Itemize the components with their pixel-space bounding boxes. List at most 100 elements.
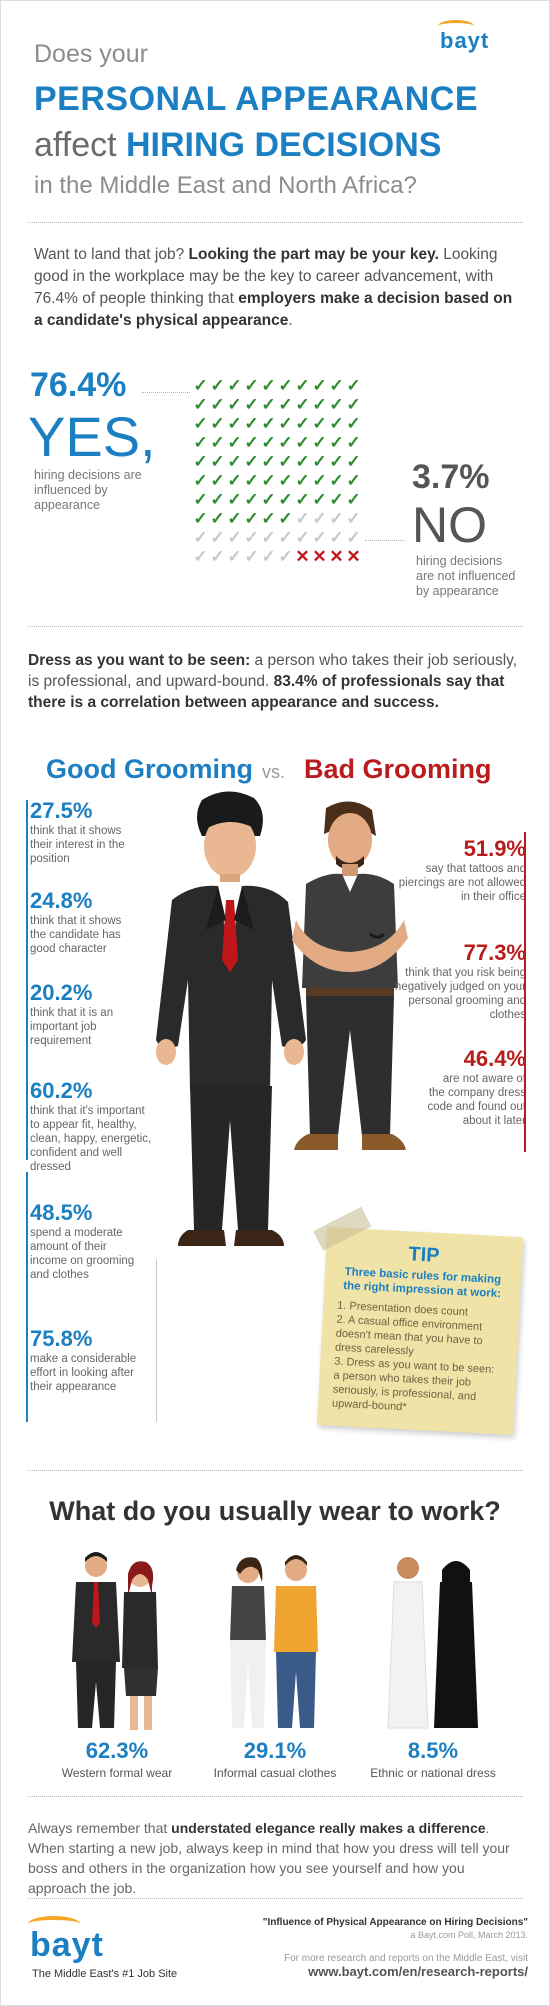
good-stat-pct: 20.2%: [30, 980, 93, 1005]
good-stat-text: think that it's important to appear fit,…: [30, 1105, 152, 1173]
check-icon: ✓: [227, 509, 242, 528]
vote-grid-row: ✓ ✓ ✓ ✓ ✓ ✓ ✓ ✓ ✓ ✓: [192, 509, 362, 528]
check-icon: ✓: [210, 376, 225, 395]
good-stat: 27.5% think that it shows their interest…: [30, 798, 138, 866]
wear-pct: 8.5%: [407, 1738, 459, 1763]
bad-stat-pct: 77.3%: [463, 940, 526, 965]
check-icon: ✓: [244, 414, 259, 433]
bad-stats-bar: [524, 832, 526, 1152]
good-grooming-man-illustration: [156, 791, 306, 1246]
divider: [28, 1470, 523, 1471]
check-icon: ✓: [244, 490, 259, 509]
check-icon: ✓: [329, 395, 344, 414]
wear-item: 29.1% Informal casual clothes: [200, 1738, 350, 1780]
neutral-check-icon: ✓: [346, 509, 361, 528]
intro-text-end: .: [288, 312, 293, 329]
wear-title: What do you usually wear to work?: [49, 1496, 501, 1526]
vote-grid: ✓ ✓ ✓ ✓ ✓ ✓ ✓ ✓ ✓ ✓ ✓ ✓ ✓ ✓ ✓ ✓ ✓ ✓ ✓ ✓ ✓ ✓ ✓ ✓ ✓ ✓ ✓ ✓ ✓ ✓ ✓ ✓ ✓ ✓ ✓ ✓ ✓ ✓ ✓ ✓…: [192, 376, 362, 566]
no-connector-line: [365, 540, 405, 541]
divider: [28, 626, 523, 627]
check-icon: ✓: [210, 490, 225, 509]
bad-grooming-man-illustration: [292, 801, 408, 1150]
dress-paragraph: Dress as you want to be seen: a person w…: [28, 650, 523, 713]
good-stat-pct: 27.5%: [30, 798, 93, 823]
check-icon: ✓: [312, 490, 327, 509]
vote-grid-row: ✓ ✓ ✓ ✓ ✓ ✓ ✓ ✓ ✓ ✓: [192, 490, 362, 509]
check-icon: ✓: [295, 490, 310, 509]
check-icon: ✓: [210, 395, 225, 414]
check-icon: ✓: [227, 433, 242, 452]
check-icon: ✓: [193, 433, 208, 452]
good-stat: 75.8% make a considerable effort in look…: [30, 1326, 138, 1394]
dress-bold-lead: Dress as you want to be seen:: [28, 652, 251, 669]
bad-stat: 46.4% are not aware of the company dress…: [386, 1046, 526, 1128]
source-block: "Influence of Physical Appearance on Hir…: [228, 1916, 528, 1978]
casual-wear-couple-illustration: [230, 1555, 318, 1728]
check-icon: ✓: [329, 414, 344, 433]
logo-arc-icon: [438, 20, 474, 32]
check-icon: ✓: [346, 471, 361, 490]
source-url-link[interactable]: www.bayt.com/en/research-reports/: [308, 1964, 528, 1979]
check-icon: ✓: [312, 452, 327, 471]
check-icon: ✓: [244, 395, 259, 414]
intro-paragraph: Want to land that job? Looking the part …: [34, 244, 524, 332]
good-stat-text: spend a moderate amount of their income …: [30, 1227, 135, 1281]
check-icon: ✓: [193, 490, 208, 509]
check-icon: ✓: [244, 471, 259, 490]
neutral-check-icon: ✓: [227, 528, 242, 547]
yes-connector-line: [142, 392, 190, 393]
logo-wordmark: bayt: [440, 28, 490, 53]
title-line-3-bold: HIRING DECISIONS: [126, 126, 442, 164]
divider: [28, 1898, 523, 1899]
dress-text: a person who takes their job seriously, …: [28, 652, 518, 690]
check-icon: ✓: [193, 395, 208, 414]
neutral-check-icon: ✓: [193, 547, 208, 566]
good-stats-guide: [156, 1260, 157, 1422]
intro-bold-1: Looking the part may be your key.: [188, 246, 439, 263]
check-icon: ✓: [312, 433, 327, 452]
title-line-4: in the Middle East and North Africa?: [34, 172, 417, 199]
wear-label: Western formal wear: [61, 1766, 173, 1780]
bayt-footer-logo[interactable]: bayt The Middle East's #1 Job Site: [26, 1914, 186, 1980]
neutral-check-icon: ✓: [210, 547, 225, 566]
wear-label: Informal casual clothes: [213, 1766, 337, 1780]
tip-note: TIP Three basic rules for making the rig…: [313, 1206, 524, 1435]
bad-stat: 51.9% say that tattoos and piercings are…: [386, 836, 526, 904]
divider: [28, 222, 523, 223]
check-icon: ✓: [278, 433, 293, 452]
check-icon: ✓: [346, 414, 361, 433]
check-icon: ✓: [244, 452, 259, 471]
check-icon: ✓: [346, 376, 361, 395]
bayt-logo[interactable]: bayt: [438, 20, 528, 54]
vote-grid-row: ✓ ✓ ✓ ✓ ✓ ✓ ✓ ✓ ✓ ✓: [192, 414, 362, 433]
good-stat-text: think that it shows their interest in th…: [30, 825, 125, 865]
yes-description: hiring decisions are influenced by appea…: [34, 468, 142, 512]
good-stat-pct: 60.2%: [30, 1078, 93, 1103]
x-icon: ✕: [346, 547, 361, 566]
wear-pct: 62.3%: [85, 1738, 149, 1763]
bad-stat-text: say that tattoos and piercings are not a…: [398, 863, 526, 903]
formal-wear-couple-illustration: [72, 1552, 158, 1730]
neutral-check-icon: ✓: [261, 528, 276, 547]
good-stat-text: think that it is an important job requir…: [30, 1007, 114, 1047]
bad-stat: 77.3% think that you risk being negative…: [386, 940, 526, 1022]
check-icon: ✓: [227, 395, 242, 414]
vs-label: vs.: [262, 762, 286, 782]
check-icon: ✓: [312, 376, 327, 395]
check-icon: ✓: [193, 376, 208, 395]
check-icon: ✓: [295, 376, 310, 395]
vote-grid-row: ✓ ✓ ✓ ✓ ✓ ✓ ✓ ✓ ✓ ✓: [192, 452, 362, 471]
check-icon: ✓: [278, 452, 293, 471]
intro-text-1: Want to land that job?: [34, 246, 189, 263]
check-icon: ✓: [193, 452, 208, 471]
closing-text-1: Always remember that: [28, 1820, 172, 1836]
no-desc-line-1: hiring decisions: [416, 554, 503, 568]
dress-bold-tail: 83.4% of professionals say that there is…: [28, 673, 505, 711]
good-stat-pct: 48.5%: [30, 1200, 93, 1225]
check-icon: ✓: [278, 490, 293, 509]
check-icon: ✓: [193, 471, 208, 490]
good-stat: 60.2% think that it's important to appea…: [30, 1078, 156, 1174]
check-icon: ✓: [329, 471, 344, 490]
neutral-check-icon: ✓: [295, 528, 310, 547]
neutral-check-icon: ✓: [244, 528, 259, 547]
